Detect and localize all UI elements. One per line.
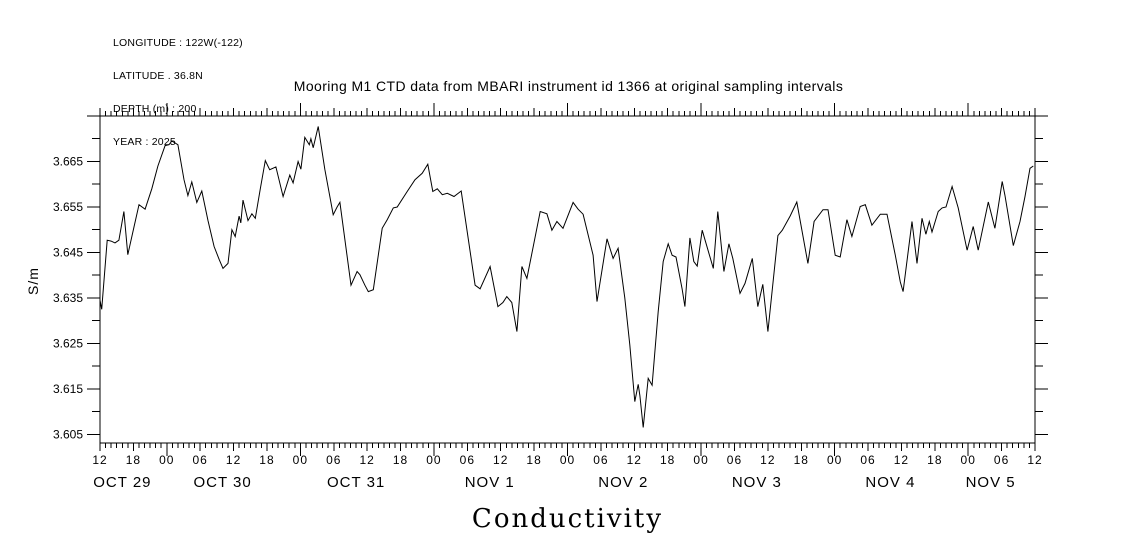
y-axis-label: S/m <box>25 267 41 295</box>
x-date-label: OCT 31 <box>327 474 385 491</box>
axis-ticks <box>87 103 1048 456</box>
x-hour-label: 00 <box>159 453 174 467</box>
x-hour-label: 18 <box>927 453 942 467</box>
y-tick-label: 3.635 <box>53 291 83 305</box>
x-hour-label: 18 <box>660 453 675 467</box>
plot-title: Mooring M1 CTD data from MBARI instrumen… <box>293 78 844 94</box>
x-hour-label: 00 <box>693 453 708 467</box>
x-date-label: OCT 29 <box>93 474 151 491</box>
x-date-label: NOV 4 <box>865 474 915 491</box>
x-hour-label: 06 <box>192 453 207 467</box>
x-date-label: OCT 30 <box>193 474 251 491</box>
x-hour-label: 06 <box>326 453 341 467</box>
y-tick-label: 3.655 <box>53 200 83 214</box>
x-hour-label: 18 <box>259 453 274 467</box>
x-hour-label: 06 <box>994 453 1009 467</box>
x-date-label: NOV 3 <box>732 474 782 491</box>
metadata-line-year: YEAR : 2025 <box>113 136 176 148</box>
x-date-label: NOV 2 <box>598 474 648 491</box>
y-tick-label: 3.645 <box>53 245 83 259</box>
x-hour-label: 06 <box>460 453 475 467</box>
x-date-label: NOV 5 <box>966 474 1016 491</box>
x-hour-label: 00 <box>827 453 842 467</box>
x-hour-label: 00 <box>426 453 441 467</box>
x-hour-label: 12 <box>1027 453 1042 467</box>
x-hour-label: 12 <box>760 453 775 467</box>
y-tick-label: 3.605 <box>53 427 83 441</box>
y-tick-label: 3.615 <box>53 382 83 396</box>
x-hour-label: 06 <box>727 453 742 467</box>
x-hour-label: 12 <box>226 453 241 467</box>
x-date-label: NOV 1 <box>465 474 515 491</box>
x-hour-label: 00 <box>961 453 976 467</box>
x-hour-label: 06 <box>860 453 875 467</box>
x-hour-label: 18 <box>526 453 541 467</box>
y-tick-label: 3.665 <box>53 154 83 168</box>
x-hour-label: 00 <box>293 453 308 467</box>
x-hour-label: 18 <box>126 453 141 467</box>
metadata-line-depth: DEPTH (m) : 200 <box>113 103 197 115</box>
x-hour-label: 06 <box>593 453 608 467</box>
metadata-block: LONGITUDE : 122W(-122) LATITUDE . 36.8N … <box>113 16 243 159</box>
x-hour-label: 12 <box>627 453 642 467</box>
x-hour-label: 12 <box>894 453 909 467</box>
x-hour-label: 12 <box>493 453 508 467</box>
metadata-line-latitude: LATITUDE . 36.8N <box>113 70 203 82</box>
x-axis-variable-label: Conductivity <box>471 504 664 534</box>
x-hour-label: 12 <box>92 453 107 467</box>
plot-frame <box>99 115 1036 444</box>
x-hour-label: 18 <box>794 453 809 467</box>
x-hour-label: 00 <box>560 453 575 467</box>
x-hour-label: 12 <box>359 453 374 467</box>
metadata-line-longitude: LONGITUDE : 122W(-122) <box>113 37 243 49</box>
y-tick-label: 3.625 <box>53 336 83 350</box>
data-line <box>99 126 1034 428</box>
x-hour-label: 18 <box>393 453 408 467</box>
